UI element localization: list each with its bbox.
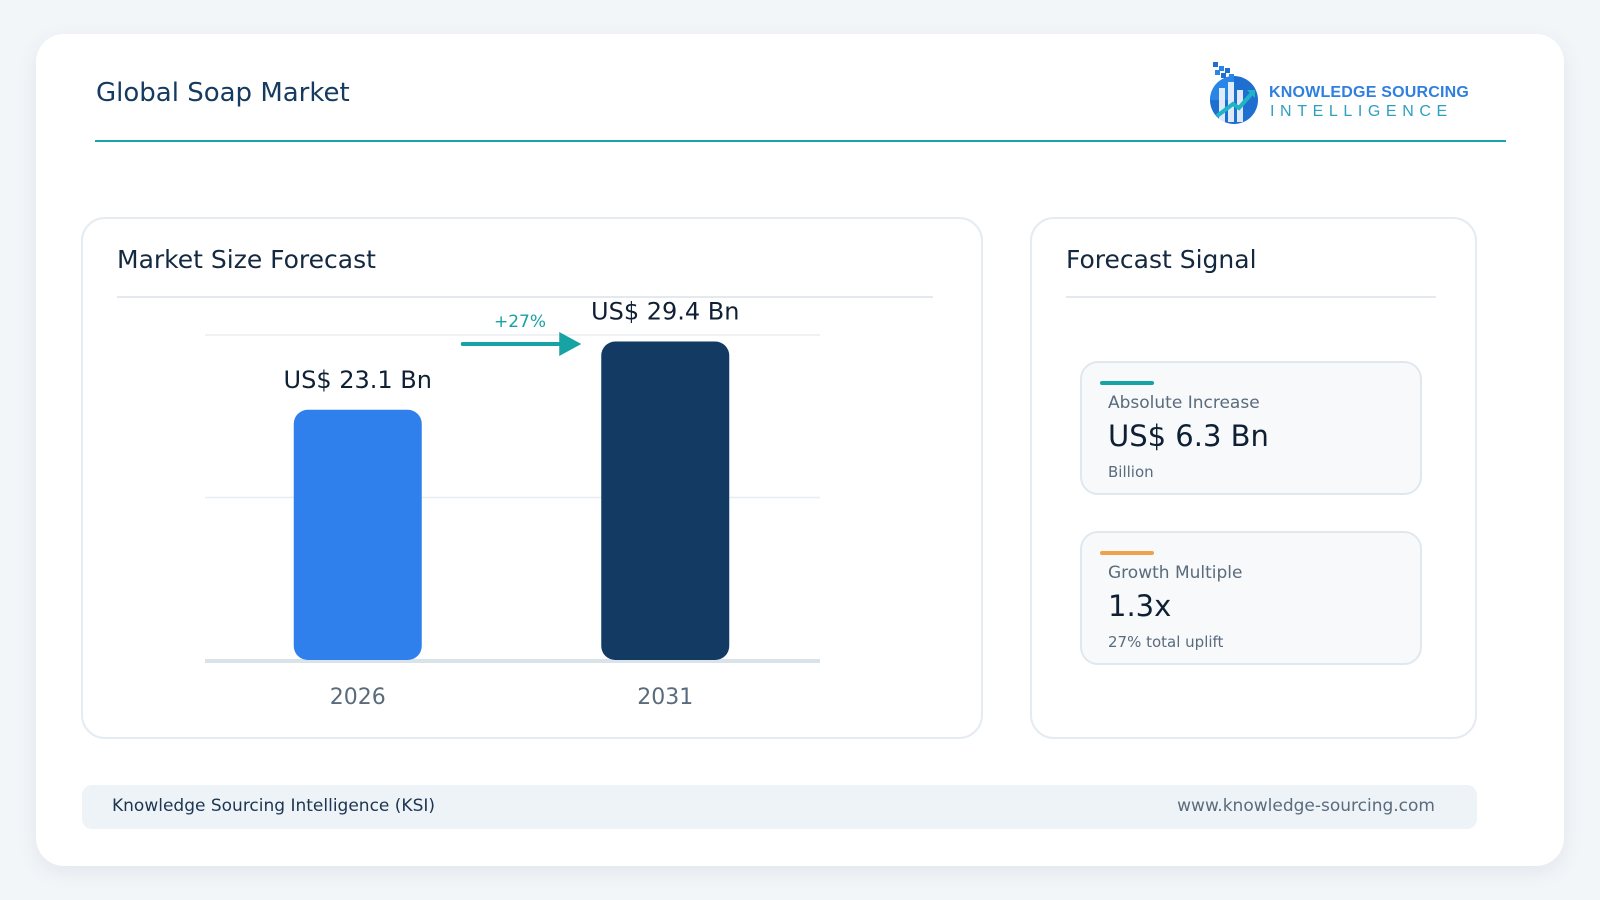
logo-text-line1: KNOWLEDGE SOURCING	[1269, 84, 1470, 101]
panel-divider	[1066, 296, 1436, 298]
footer-company-name: Knowledge Sourcing Intelligence (KSI)	[112, 796, 436, 816]
metric-value: 1.3x	[1108, 589, 1172, 623]
metric-label: Absolute Increase	[1108, 393, 1260, 413]
bar-2026	[293, 409, 422, 660]
metric-card-absolute-increase: Absolute Increase US$ 6.3 Bn Billion	[1080, 361, 1422, 495]
panel-title-forecast-signal: Forecast Signal	[1066, 245, 1257, 274]
data-label: US$ 23.1 Bn	[284, 366, 432, 394]
metric-label: Growth Multiple	[1108, 563, 1243, 583]
data-label: US$ 29.4 Bn	[591, 298, 739, 326]
panel-title-market-size: Market Size Forecast	[117, 245, 376, 274]
metric-accent-bar	[1100, 551, 1154, 555]
logo-text-line2: INTELLIGENCE	[1270, 103, 1453, 120]
growth-label: +27%	[494, 312, 546, 332]
metric-value: US$ 6.3 Bn	[1108, 419, 1269, 453]
x-tick-label: 2031	[637, 685, 693, 710]
forecast-signal-panel: Forecast Signal Absolute Increase US$ 6.…	[1030, 217, 1477, 739]
footer-website-link[interactable]: www.knowledge-sourcing.com	[1177, 796, 1435, 816]
metric-subtext: Billion	[1108, 463, 1154, 481]
company-logo: KNOWLEDGE SOURCING INTELLIGENCE	[1209, 60, 1469, 130]
metric-subtext: 27% total uplift	[1108, 633, 1224, 651]
header-divider	[95, 140, 1506, 142]
metric-card-growth-multiple: Growth Multiple 1.3x 27% total uplift	[1080, 531, 1422, 665]
bar-chart-arrow-logo-icon	[1210, 62, 1258, 124]
metric-accent-bar	[1100, 381, 1154, 385]
growth-arrow-head	[559, 332, 582, 356]
page-title: Global Soap Market	[96, 78, 350, 108]
market-size-panel: Market Size Forecast	[81, 217, 983, 739]
x-tick-label: 2026	[330, 685, 386, 710]
bar-2031	[601, 341, 730, 660]
panel-divider	[117, 296, 933, 298]
footer-bar: Knowledge Sourcing Intelligence (KSI) ww…	[82, 785, 1477, 829]
